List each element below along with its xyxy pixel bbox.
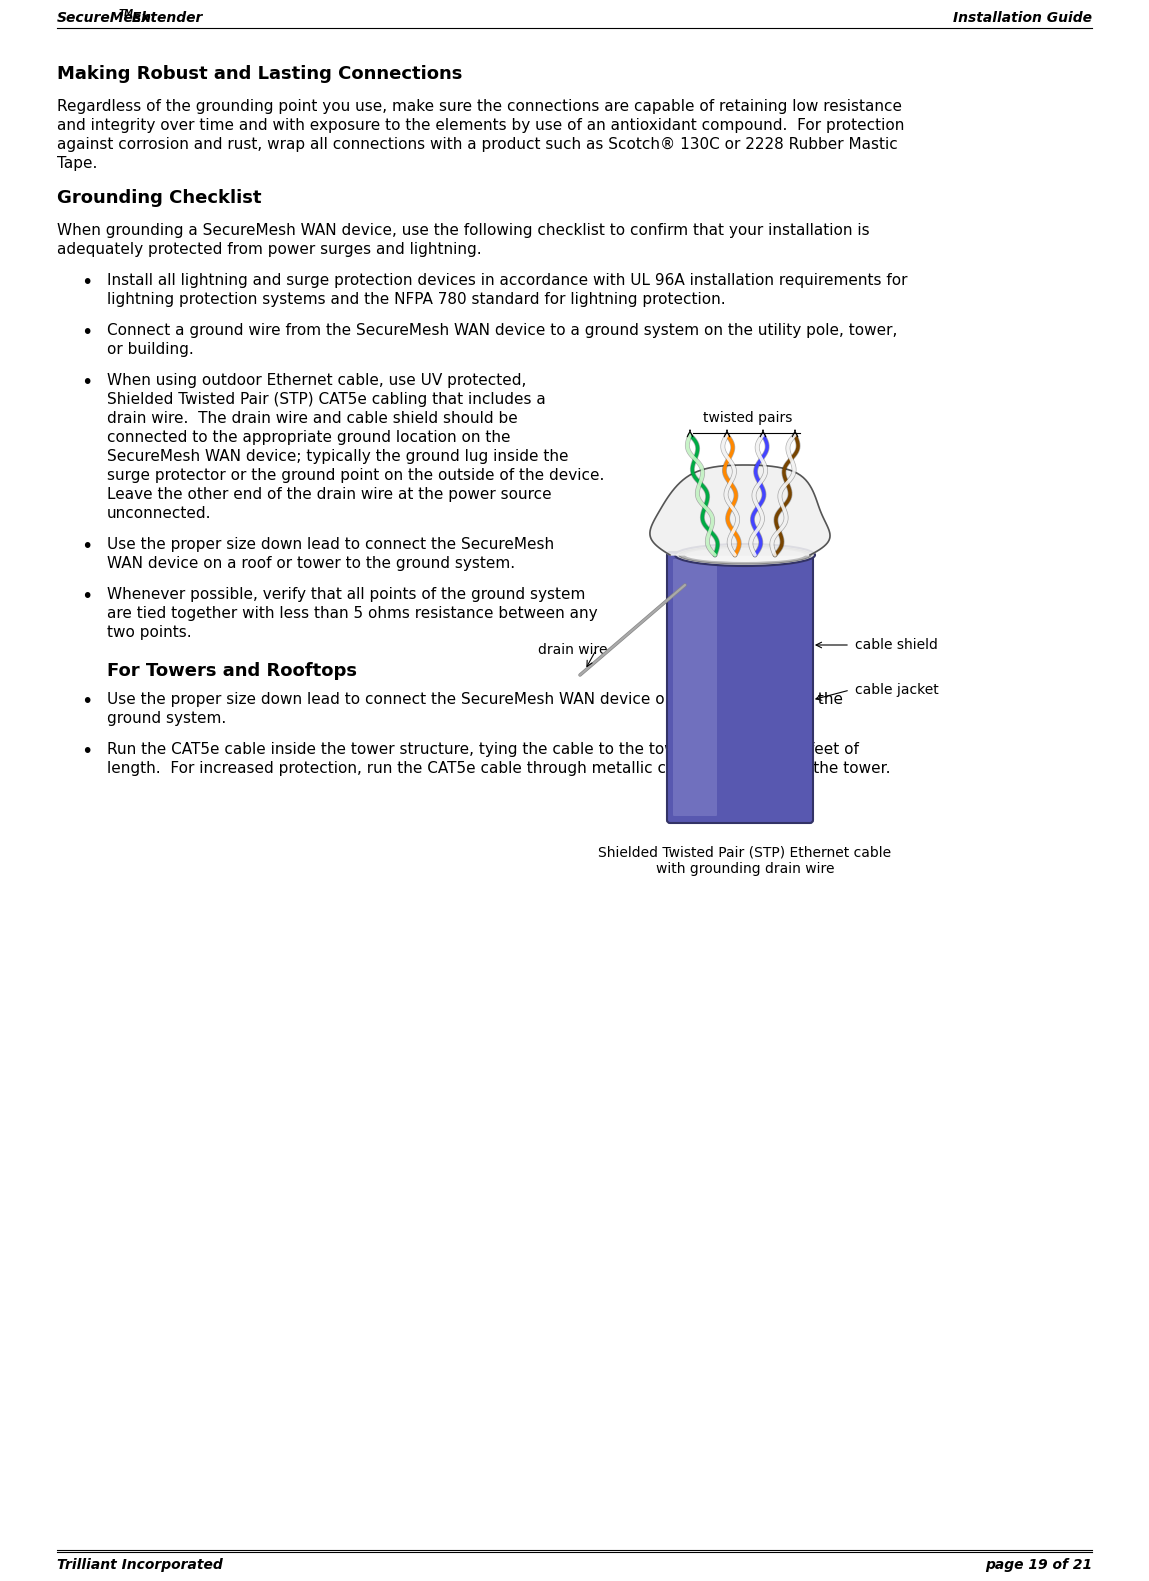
Text: Extender: Extender xyxy=(128,11,202,25)
Text: ground system.: ground system. xyxy=(107,711,226,726)
Text: unconnected.: unconnected. xyxy=(107,506,211,522)
Text: Shielded Twisted Pair (STP) Ethernet cable: Shielded Twisted Pair (STP) Ethernet cab… xyxy=(599,844,892,858)
Text: Use the proper size down lead to connect the SecureMesh WAN device on a roof or : Use the proper size down lead to connect… xyxy=(107,692,843,707)
Text: When using outdoor Ethernet cable, use UV protected,: When using outdoor Ethernet cable, use U… xyxy=(107,373,526,387)
Text: and integrity over time and with exposure to the elements by use of an antioxida: and integrity over time and with exposur… xyxy=(57,119,904,133)
Text: Use the proper size down lead to connect the SecureMesh: Use the proper size down lead to connect… xyxy=(107,538,554,552)
Ellipse shape xyxy=(685,549,805,561)
Text: SecureMesh WAN device; typically the ground lug inside the: SecureMesh WAN device; typically the gro… xyxy=(107,449,569,463)
Text: against corrosion and rust, wrap all connections with a product such as Scotch® : against corrosion and rust, wrap all con… xyxy=(57,138,897,152)
Text: •: • xyxy=(82,538,93,557)
Text: two points.: two points. xyxy=(107,624,192,640)
Text: lightning protection systems and the NFPA 780 standard for lightning protection.: lightning protection systems and the NFP… xyxy=(107,292,726,307)
Text: adequately protected from power surges and lightning.: adequately protected from power surges a… xyxy=(57,242,481,258)
Text: connected to the appropriate ground location on the: connected to the appropriate ground loca… xyxy=(107,430,510,444)
Text: Shielded Twisted Pair (STP) CAT5e cabling that includes a: Shielded Twisted Pair (STP) CAT5e cablin… xyxy=(107,392,546,406)
Ellipse shape xyxy=(679,545,811,564)
Text: Installation Guide: Installation Guide xyxy=(953,11,1092,25)
Text: are tied together with less than 5 ohms resistance between any: are tied together with less than 5 ohms … xyxy=(107,606,597,621)
Text: twisted pairs: twisted pairs xyxy=(703,411,793,425)
Text: Leave the other end of the drain wire at the power source: Leave the other end of the drain wire at… xyxy=(107,487,552,503)
Text: page 19 of 21: page 19 of 21 xyxy=(985,1557,1092,1572)
Text: length.  For increased protection, run the CAT5e cable through metallic conduit : length. For increased protection, run th… xyxy=(107,760,890,776)
Text: Regardless of the grounding point you use, make sure the connections are capable: Regardless of the grounding point you us… xyxy=(57,100,902,114)
FancyBboxPatch shape xyxy=(673,560,717,816)
Text: •: • xyxy=(82,741,93,760)
Text: or building.: or building. xyxy=(107,341,194,357)
Text: surge protector or the ground point on the outside of the device.: surge protector or the ground point on t… xyxy=(107,468,604,484)
Text: Making Robust and Lasting Connections: Making Robust and Lasting Connections xyxy=(57,65,462,82)
Ellipse shape xyxy=(674,544,815,566)
Text: Trilliant Incorporated: Trilliant Incorporated xyxy=(57,1557,223,1572)
FancyBboxPatch shape xyxy=(668,552,813,824)
Text: Tape.: Tape. xyxy=(57,157,98,171)
Text: WAN device on a roof or tower to the ground system.: WAN device on a roof or tower to the gro… xyxy=(107,557,515,571)
Text: drain wire: drain wire xyxy=(538,643,608,658)
Text: Connect a ground wire from the SecureMesh WAN device to a ground system on the u: Connect a ground wire from the SecureMes… xyxy=(107,323,897,338)
Text: •: • xyxy=(82,323,93,341)
Text: •: • xyxy=(82,274,93,292)
Text: TM: TM xyxy=(119,8,134,17)
Text: with grounding drain wire: with grounding drain wire xyxy=(656,862,834,876)
Text: •: • xyxy=(82,373,93,392)
Text: Grounding Checklist: Grounding Checklist xyxy=(57,190,262,207)
Text: drain wire.  The drain wire and cable shield should be: drain wire. The drain wire and cable shi… xyxy=(107,411,518,425)
Text: •: • xyxy=(82,587,93,606)
Polygon shape xyxy=(650,465,830,555)
Text: For Towers and Rooftops: For Towers and Rooftops xyxy=(107,662,357,680)
Text: Whenever possible, verify that all points of the ground system: Whenever possible, verify that all point… xyxy=(107,587,585,602)
Text: SecureMesh: SecureMesh xyxy=(57,11,152,25)
Text: cable jacket: cable jacket xyxy=(855,683,939,697)
Text: Install all lightning and surge protection devices in accordance with UL 96A ins: Install all lightning and surge protecti… xyxy=(107,274,908,288)
Text: When grounding a SecureMesh WAN device, use the following checklist to confirm t: When grounding a SecureMesh WAN device, … xyxy=(57,223,870,239)
Text: cable shield: cable shield xyxy=(855,639,938,651)
Text: •: • xyxy=(82,692,93,711)
Text: Run the CAT5e cable inside the tower structure, tying the cable to the tower leg: Run the CAT5e cable inside the tower str… xyxy=(107,741,858,757)
